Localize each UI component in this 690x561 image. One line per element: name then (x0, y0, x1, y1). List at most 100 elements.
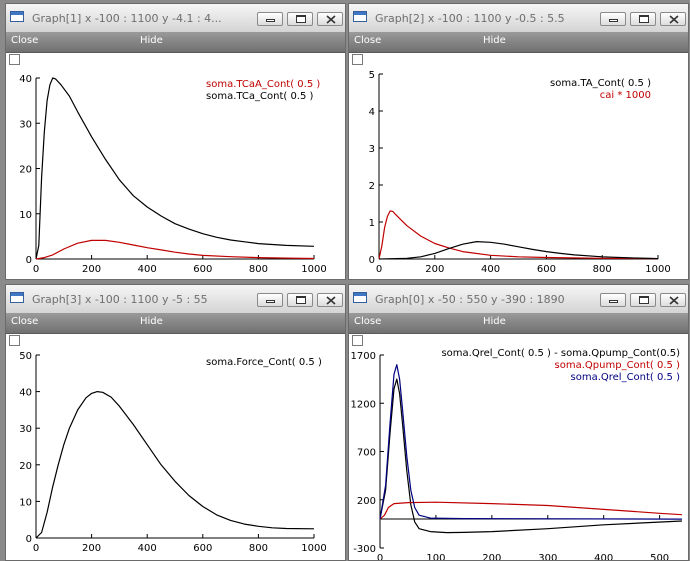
graph-checkbox[interactable] (352, 335, 363, 346)
graph-menubar: Close Hide (6, 32, 345, 53)
hide-menu-button[interactable]: Hide (140, 316, 163, 327)
x-tick-label: 800 (249, 264, 268, 275)
graph-window-3: Graph[3] x -100 : 1100 y -5 : 55 Close H… (5, 284, 346, 561)
close-window-button[interactable] (660, 12, 686, 26)
close-menu-button[interactable]: Close (11, 35, 39, 46)
y-tick-label: 4 (369, 107, 375, 118)
y-tick-label: 20 (19, 165, 32, 176)
y-tick-label: 40 (19, 388, 32, 399)
title-bar[interactable]: Graph[0] x -50 : 550 y -390 : 1890 (349, 285, 688, 314)
x-tick-label: 400 (481, 264, 500, 275)
x-tick-label: 1000 (301, 264, 326, 275)
legend-entry: soma.Qrel_Cont( 0.5 ) - soma.Qpump_Cont(… (441, 348, 680, 359)
legend-entry: soma.Qpump_Cont( 0.5 ) (555, 360, 681, 371)
minimize-button[interactable] (600, 293, 626, 307)
maximize-button[interactable] (287, 293, 313, 307)
y-tick-label: 0 (26, 255, 32, 266)
y-tick-label: -300 (353, 544, 376, 555)
y-tick-label: 1200 (351, 399, 376, 410)
y-tick-label: 0 (26, 534, 32, 545)
series-line-0 (379, 378, 683, 534)
legend-entry: soma.TCa_Cont( 0.5 ) (206, 91, 314, 102)
x-tick-label: 400 (138, 543, 157, 554)
x-tick-label: 400 (594, 553, 613, 561)
series-line-0 (35, 391, 315, 539)
close-menu-button[interactable]: Close (11, 316, 39, 327)
y-tick-label: 10 (19, 497, 32, 508)
legend-entry: soma.TA_Cont( 0.5 ) (550, 78, 651, 89)
legend-entry: soma.Qrel_Cont( 0.5 ) (571, 372, 681, 383)
close-icon (326, 15, 336, 24)
close-icon (669, 296, 679, 305)
y-tick-label: 3 (369, 144, 375, 155)
graph-window-1: Graph[1] x -100 : 1100 y -4.1 : 4... Clo… (5, 3, 346, 280)
x-tick-label: 600 (193, 543, 212, 554)
window-title: Graph[2] x -100 : 1100 y -0.5 : 5.5 (375, 12, 565, 25)
hide-menu-button[interactable]: Hide (483, 35, 506, 46)
x-tick-label: 200 (482, 553, 501, 561)
graph-checkbox[interactable] (352, 54, 363, 65)
title-bar[interactable]: Graph[3] x -100 : 1100 y -5 : 55 (6, 285, 345, 314)
graph-checkbox[interactable] (9, 335, 20, 346)
window-title: Graph[3] x -100 : 1100 y -5 : 55 (32, 293, 208, 306)
close-icon (669, 15, 679, 24)
hide-menu-button[interactable]: Hide (483, 316, 506, 327)
y-tick-label: 10 (19, 210, 32, 221)
graph-plot[interactable]: 0 200 400 600 800 1000 0 10 20 30 40 50 soma.Force_C… (6, 333, 346, 561)
y-tick-label: 1700 (351, 351, 376, 362)
legend-entry: soma.Force_Cont( 0.5 ) (206, 357, 322, 368)
y-tick-label: 50 (19, 351, 32, 362)
y-tick-label: 5 (369, 70, 375, 81)
y-tick-label: 2 (369, 181, 375, 192)
minimize-button[interactable] (257, 12, 283, 26)
close-menu-button[interactable]: Close (354, 35, 382, 46)
x-tick-label: 200 (82, 264, 101, 275)
y-tick-label: 200 (357, 496, 376, 507)
x-tick-label: 0 (33, 543, 39, 554)
title-bar[interactable]: Graph[1] x -100 : 1100 y -4.1 : 4... (6, 4, 345, 33)
graph-plot[interactable]: 0 200 400 600 800 1000 0 10 20 30 40 soma.TCaA_Cont… (6, 52, 346, 280)
hide-menu-button[interactable]: Hide (140, 35, 163, 46)
graph-plot[interactable]: 0 100 200 300 400 500 -300 200 700 1200 1700 soma.Q… (349, 333, 689, 561)
series-line-1 (35, 239, 315, 260)
series-line-0 (35, 77, 315, 260)
graph-plot[interactable]: 0 200 400 600 800 1000 0 1 2 3 4 5 soma.TA_Cont( 0.5… (349, 52, 689, 280)
window-title: Graph[1] x -100 : 1100 y -4.1 : 4... (32, 12, 222, 25)
x-tick-label: 200 (82, 543, 101, 554)
x-tick-label: 200 (425, 264, 444, 275)
close-icon (326, 296, 336, 305)
y-tick-label: 1 (369, 218, 375, 229)
x-tick-label: 400 (138, 264, 157, 275)
title-bar[interactable]: Graph[2] x -100 : 1100 y -0.5 : 5.5 (349, 4, 688, 33)
minimize-button[interactable] (600, 12, 626, 26)
y-tick-label: 30 (19, 119, 32, 130)
window-icon (353, 292, 367, 303)
graph-window-2: Graph[2] x -100 : 1100 y -0.5 : 5.5 Clos… (348, 3, 689, 280)
series-line-1 (378, 241, 659, 260)
maximize-button[interactable] (287, 12, 313, 26)
close-menu-button[interactable]: Close (354, 316, 382, 327)
x-tick-label: 300 (538, 553, 557, 561)
close-window-button[interactable] (317, 293, 343, 307)
window-icon (10, 292, 24, 303)
minimize-button[interactable] (257, 293, 283, 307)
window-icon (353, 11, 367, 22)
graph-menubar: Close Hide (6, 313, 345, 334)
legend-entry: cai * 1000 (600, 90, 651, 101)
legend-entry: soma.TCaA_Cont( 0.5 ) (206, 79, 320, 90)
maximize-button[interactable] (630, 293, 656, 307)
close-window-button[interactable] (660, 293, 686, 307)
window-title: Graph[0] x -50 : 550 y -390 : 1890 (375, 293, 565, 306)
x-tick-label: 800 (249, 543, 268, 554)
y-tick-label: 40 (19, 74, 32, 85)
x-tick-label: 500 (650, 553, 669, 561)
close-window-button[interactable] (317, 12, 343, 26)
series-line-2 (379, 364, 683, 520)
x-tick-label: 600 (537, 264, 556, 275)
x-tick-label: 0 (376, 264, 382, 275)
graph-checkbox[interactable] (9, 54, 20, 65)
series-line-0 (378, 210, 659, 260)
maximize-button[interactable] (630, 12, 656, 26)
y-tick-label: 700 (357, 448, 376, 459)
y-tick-label: 0 (369, 255, 375, 266)
